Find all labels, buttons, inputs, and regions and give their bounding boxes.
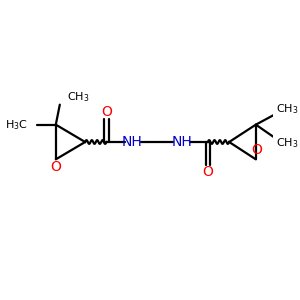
Text: O: O [202,165,213,179]
Text: CH$_3$: CH$_3$ [276,136,298,150]
Text: CH$_3$: CH$_3$ [276,102,298,116]
Text: CH$_3$: CH$_3$ [67,90,89,104]
Text: NH: NH [172,135,192,149]
Text: O: O [251,143,262,157]
Text: H$_3$C: H$_3$C [5,118,28,132]
Text: NH: NH [122,135,143,149]
Text: O: O [101,105,112,119]
Text: O: O [50,160,61,174]
